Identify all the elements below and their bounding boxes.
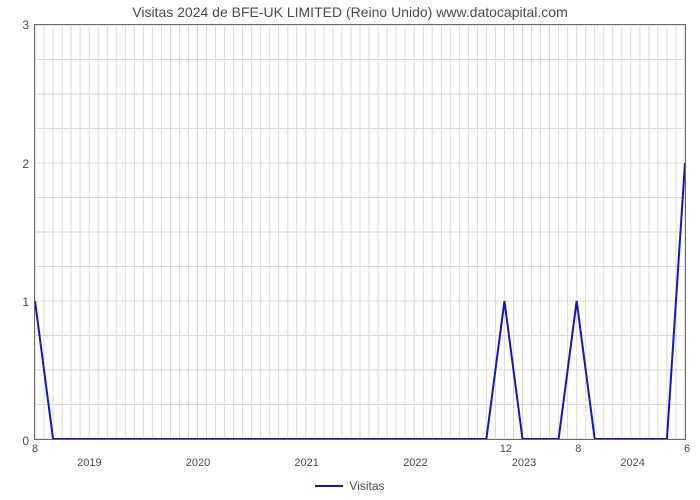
y-tick-label: 3	[22, 18, 35, 32]
x-year-label: 2020	[186, 439, 210, 469]
chart-svg	[35, 25, 685, 439]
x-value-tick: 8	[575, 439, 581, 455]
x-year-label: 2024	[620, 439, 644, 469]
x-value-tick: 12	[500, 439, 512, 455]
x-year-label: 2021	[294, 439, 318, 469]
x-year-label: 2023	[512, 439, 536, 469]
legend-swatch	[315, 485, 343, 487]
legend: Visitas	[0, 478, 700, 493]
chart-title: Visitas 2024 de BFE-UK LIMITED (Reino Un…	[0, 4, 700, 20]
legend-label: Visitas	[349, 479, 384, 493]
y-tick-label: 1	[22, 295, 35, 309]
x-year-label: 2019	[77, 439, 101, 469]
x-year-label: 2022	[403, 439, 427, 469]
plot-area: 012320192020202120222023202481286	[34, 24, 686, 440]
x-value-tick: 8	[32, 439, 38, 455]
x-value-tick: 6	[684, 439, 690, 455]
y-tick-label: 2	[22, 157, 35, 171]
